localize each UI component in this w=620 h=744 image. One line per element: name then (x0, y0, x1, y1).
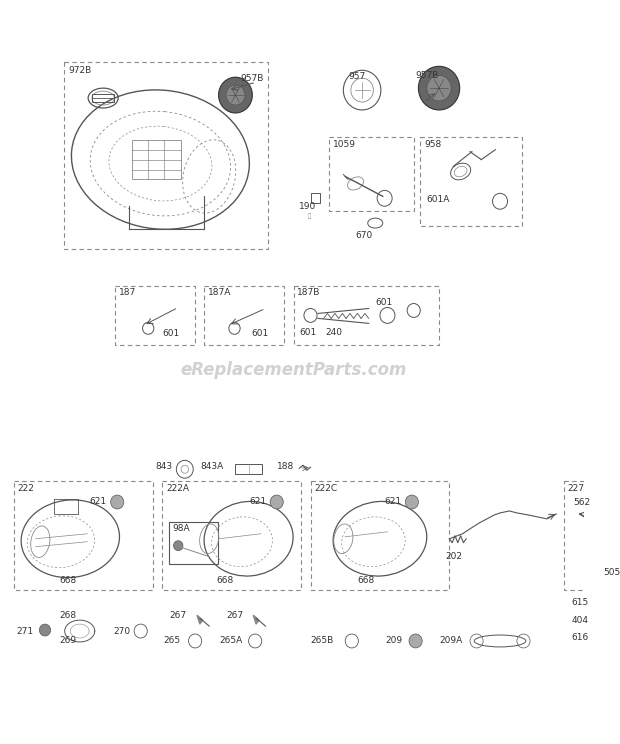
Bar (294, 286, 439, 345)
Text: 267: 267 (226, 611, 243, 620)
Polygon shape (254, 615, 259, 624)
Circle shape (427, 75, 451, 101)
Circle shape (270, 495, 283, 509)
Text: 843: 843 (156, 462, 173, 471)
Bar (564, 481, 620, 590)
Text: 222: 222 (18, 484, 35, 493)
Circle shape (409, 634, 422, 648)
Text: 957: 957 (348, 71, 365, 81)
Text: 209: 209 (386, 636, 403, 646)
Text: 957B: 957B (415, 71, 439, 80)
Text: 1059: 1059 (333, 140, 356, 150)
Text: 668: 668 (357, 576, 374, 585)
Text: 209A: 209A (439, 636, 463, 646)
Text: 98A: 98A (172, 525, 190, 533)
Circle shape (601, 594, 614, 609)
Text: 505: 505 (603, 568, 620, 577)
Bar (132, 140, 181, 179)
Text: 668: 668 (59, 576, 76, 585)
Text: 202: 202 (446, 552, 463, 561)
Polygon shape (197, 615, 203, 624)
Text: 972B: 972B (68, 65, 92, 74)
Text: 601: 601 (251, 329, 268, 338)
Text: ⓢ: ⓢ (308, 214, 311, 219)
Text: 621: 621 (384, 496, 402, 505)
Bar (162, 481, 301, 590)
Text: 843A: 843A (201, 462, 224, 471)
Text: 601: 601 (299, 328, 316, 337)
Bar (92, 94, 115, 102)
Text: 957B: 957B (240, 74, 264, 83)
Text: 268: 268 (59, 611, 76, 620)
Text: 958: 958 (424, 140, 441, 150)
Bar (64, 62, 268, 249)
Bar (420, 137, 521, 226)
Bar (205, 286, 284, 345)
Bar (169, 522, 218, 563)
Text: 265A: 265A (219, 636, 243, 646)
Text: 222A: 222A (166, 484, 189, 493)
Text: eReplacementParts.com: eReplacementParts.com (180, 361, 407, 379)
Text: 270: 270 (113, 626, 131, 635)
Text: 668: 668 (217, 576, 234, 585)
Text: 265B: 265B (311, 636, 334, 646)
Text: 187A: 187A (208, 288, 232, 297)
Bar (311, 481, 450, 590)
Bar (329, 137, 414, 211)
Text: 188: 188 (277, 462, 294, 471)
Circle shape (219, 77, 252, 113)
Circle shape (418, 66, 459, 110)
Bar (115, 286, 195, 345)
Text: 562: 562 (574, 498, 590, 507)
Text: 187B: 187B (298, 288, 321, 297)
Circle shape (111, 495, 124, 509)
Text: 240: 240 (326, 328, 342, 337)
Text: 271: 271 (16, 626, 33, 635)
Circle shape (39, 624, 51, 636)
Text: 601: 601 (162, 329, 180, 338)
Text: 615: 615 (572, 597, 588, 607)
Text: 621: 621 (249, 496, 267, 505)
Bar (311, 193, 320, 203)
Bar (14, 481, 153, 590)
Text: 269: 269 (59, 636, 76, 646)
Text: 190: 190 (299, 202, 316, 211)
Text: 621: 621 (89, 496, 106, 505)
Text: 670: 670 (355, 231, 373, 240)
Text: 616: 616 (572, 633, 588, 643)
Text: 601: 601 (375, 298, 392, 307)
Circle shape (174, 541, 183, 551)
Text: 187: 187 (119, 288, 136, 297)
Text: 265: 265 (163, 636, 180, 646)
Circle shape (226, 85, 245, 105)
Text: 601A: 601A (427, 195, 450, 204)
Text: 222C: 222C (314, 484, 337, 493)
Bar (236, 464, 262, 474)
Text: 267: 267 (170, 611, 187, 620)
Text: 227: 227 (567, 484, 585, 493)
Circle shape (405, 495, 419, 509)
Text: 404: 404 (572, 615, 588, 625)
